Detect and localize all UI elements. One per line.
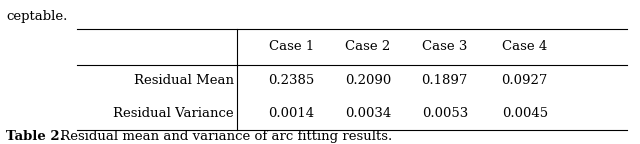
Text: 0.0927: 0.0927: [502, 74, 548, 88]
Text: 0.0053: 0.0053: [422, 107, 468, 120]
Text: 0.2385: 0.2385: [268, 74, 314, 88]
Text: 0.0034: 0.0034: [345, 107, 391, 120]
Text: 0.0045: 0.0045: [502, 107, 548, 120]
Text: Case 2: Case 2: [346, 40, 390, 53]
Text: Residual Variance: Residual Variance: [113, 107, 234, 120]
Text: Table 2.: Table 2.: [6, 130, 65, 143]
Text: Case 4: Case 4: [502, 40, 547, 53]
Text: Case 1: Case 1: [269, 40, 314, 53]
Text: ceptable.: ceptable.: [6, 10, 68, 23]
Text: 0.2090: 0.2090: [345, 74, 391, 88]
Text: 0.1897: 0.1897: [422, 74, 468, 88]
Text: 0.0014: 0.0014: [268, 107, 314, 120]
Text: Residual mean and variance of arc fitting results.: Residual mean and variance of arc fittin…: [56, 130, 392, 143]
Text: Case 3: Case 3: [422, 40, 467, 53]
Text: Residual Mean: Residual Mean: [134, 74, 234, 88]
